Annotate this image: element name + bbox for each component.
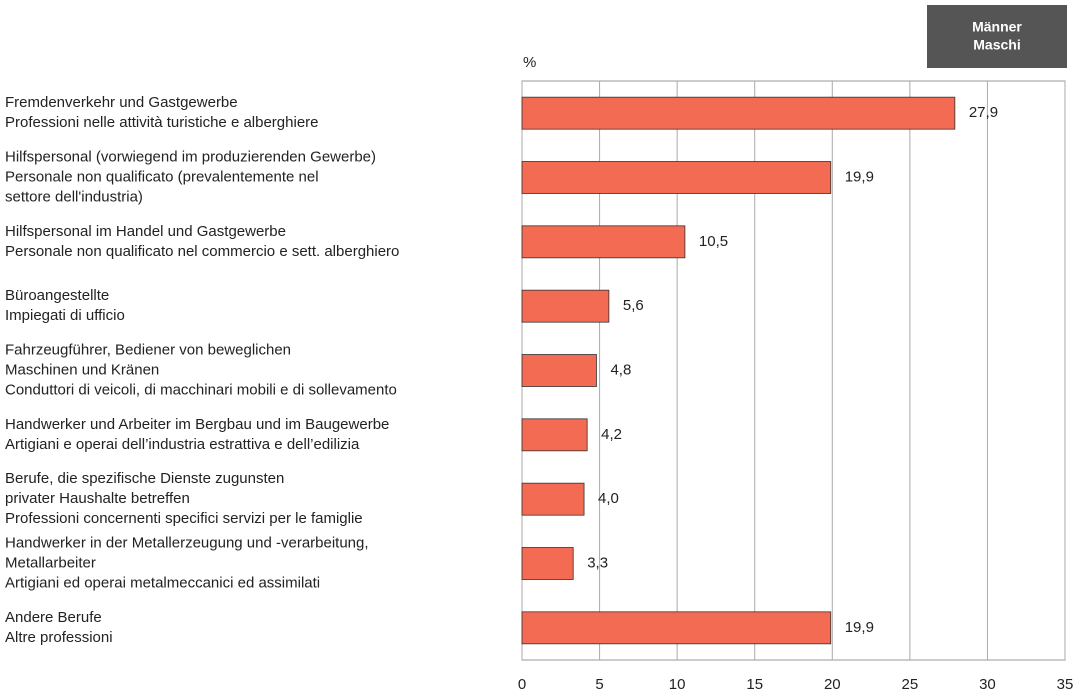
data-label: 5,6 xyxy=(623,297,644,314)
data-label: 4,2 xyxy=(601,426,622,443)
x-tick-label: 15 xyxy=(746,676,763,693)
data-label: 10,5 xyxy=(699,233,728,250)
category-label: privater Haushalte betreffen xyxy=(5,490,190,507)
axis-unit: % xyxy=(523,54,536,71)
bar xyxy=(521,96,956,130)
bar xyxy=(521,418,588,452)
category-label: Conduttori di veicoli, di macchinari mob… xyxy=(5,381,397,398)
category-label: settore dell'industria) xyxy=(5,188,143,205)
x-tick-label: 5 xyxy=(595,676,603,693)
category-label: Fremdenverkehr und Gastgewerbe xyxy=(5,94,238,111)
category-label: Professioni concernenti specifici serviz… xyxy=(5,510,363,527)
bar xyxy=(521,611,832,645)
bar xyxy=(521,547,574,580)
category-label: Hilfspersonal (vorwiegend im produzieren… xyxy=(5,148,376,165)
category-label: Artigiani e operai dell’industria estrat… xyxy=(5,436,360,453)
bar xyxy=(521,354,597,387)
bar xyxy=(521,161,832,194)
category-label: Altre professioni xyxy=(5,629,113,646)
category-label: Metallarbeiter xyxy=(5,554,96,571)
category-label: Andere Berufe xyxy=(5,609,102,626)
legend-text: Männer xyxy=(972,19,1022,35)
data-label: 4,8 xyxy=(610,361,631,378)
bar xyxy=(521,225,686,259)
category-label: Maschinen und Kränen xyxy=(5,361,159,378)
category-label: Personale non qualificato nel commercio … xyxy=(5,243,399,260)
category-label: Büroangestellte xyxy=(5,287,109,304)
x-tick-label: 30 xyxy=(979,676,996,693)
legend-box xyxy=(927,5,1067,68)
category-label: Berufe, die spezifische Dienste zugunste… xyxy=(5,470,284,487)
data-label: 4,0 xyxy=(598,490,619,507)
data-label: 3,3 xyxy=(587,554,608,571)
category-label: Handwerker in der Metallerzeugung und -v… xyxy=(5,534,369,551)
category-label: Personale non qualificato (prevalentemen… xyxy=(5,168,319,185)
category-label: Professioni nelle attività turistiche e … xyxy=(5,114,319,131)
data-label: 19,9 xyxy=(845,619,874,636)
bar xyxy=(521,482,585,516)
legend-text: Maschi xyxy=(973,37,1020,53)
x-tick-label: 10 xyxy=(669,676,686,693)
category-label: Hilfspersonal im Handel und Gastgewerbe xyxy=(5,223,286,240)
x-tick-label: 0 xyxy=(518,676,526,693)
data-label: 19,9 xyxy=(845,168,874,185)
category-label: Impiegati di ufficio xyxy=(5,307,125,324)
category-label: Fahrzeugführer, Bediener von beweglichen xyxy=(5,341,291,358)
category-label: Handwerker und Arbeiter im Bergbau und i… xyxy=(5,416,389,433)
data-label: 27,9 xyxy=(969,104,998,121)
bar xyxy=(521,289,610,323)
x-tick-label: 25 xyxy=(902,676,919,693)
category-label: Artigiani ed operai metalmeccanici ed as… xyxy=(5,574,320,591)
x-tick-label: 35 xyxy=(1057,676,1074,693)
x-tick-label: 20 xyxy=(824,676,841,693)
